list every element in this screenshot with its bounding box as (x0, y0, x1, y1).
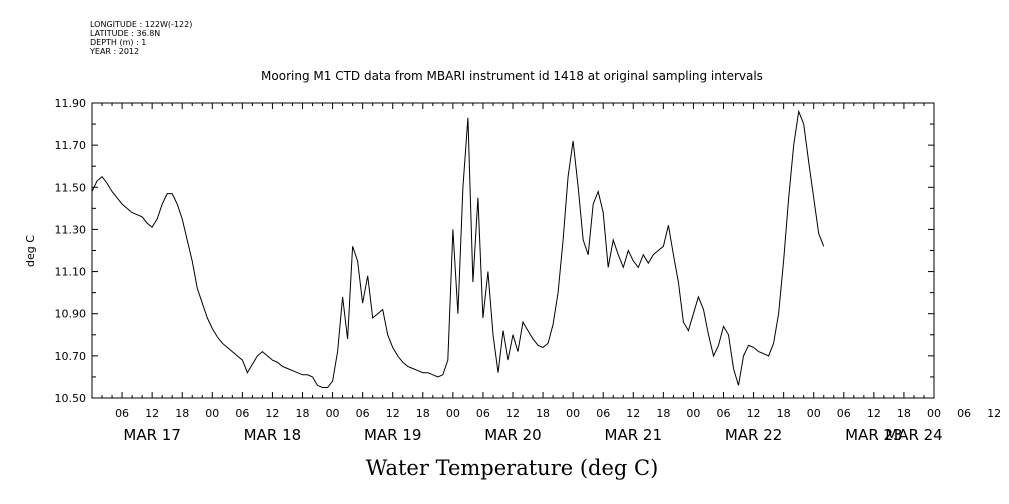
year-text: YEAR : 2012 (90, 47, 140, 56)
hour-tick-label: 00 (686, 407, 700, 420)
date-label: MAR 21 (605, 426, 662, 444)
date-label: MAR 17 (123, 426, 180, 444)
hour-tick-labels: 06 12 18 00 06 12 18 00 06 12 18 00 06 12 18 00 06 12 18 00… (115, 407, 1001, 420)
hour-tick-label: 00 (807, 407, 821, 420)
y-tick-label: 11.30 (55, 223, 87, 236)
hour-tick-label: 12 (867, 407, 881, 420)
y-tick-label: 10.90 (55, 308, 87, 321)
plot-frame (91, 102, 935, 399)
y-axis-title: deg C (24, 235, 37, 267)
hour-tick-label: 00 (205, 407, 219, 420)
hour-tick-label: 18 (296, 407, 310, 420)
y-axis-left (92, 102, 98, 399)
hour-tick-label: 06 (356, 407, 370, 420)
date-label: MAR 18 (244, 426, 301, 444)
hour-tick-label: 12 (386, 407, 400, 420)
hour-tick-label: 00 (927, 407, 941, 420)
hour-tick-label: 06 (115, 407, 129, 420)
hour-tick-label: 18 (777, 407, 791, 420)
metadata-block: LONGITUDE : 122W(-122) LATITUDE : 36.8N … (90, 20, 192, 56)
x-axis-bottom (91, 392, 935, 398)
date-label: MAR 23 (845, 426, 902, 444)
x-axis-title: Water Temperature (deg C) (366, 456, 659, 480)
hour-tick-label: 12 (626, 407, 640, 420)
hour-tick-label: 18 (175, 407, 189, 420)
y-tick-label: 10.70 (55, 350, 87, 363)
x-axis-top (91, 103, 935, 109)
hour-tick-label: 06 (596, 407, 610, 420)
date-label: MAR 22 (725, 426, 782, 444)
hour-tick-label: 06 (476, 407, 490, 420)
y-axis-right (928, 102, 934, 399)
hour-tick-label: 12 (987, 407, 1001, 420)
series-line-water-temperature (91, 109, 825, 388)
chart-title: Mooring M1 CTD data from MBARI instrumen… (261, 69, 763, 83)
date-label: MAR 20 (484, 426, 541, 444)
date-label: MAR 19 (364, 426, 421, 444)
y-tick-label: 11.50 (55, 181, 87, 194)
y-tick-label: 10.50 (55, 392, 87, 405)
hour-tick-label: 00 (566, 407, 580, 420)
hour-tick-label: 06 (837, 407, 851, 420)
depth-text: DEPTH (m) : 1 (90, 38, 147, 47)
y-tick-label: 11.10 (55, 266, 87, 279)
latitude-text: LATITUDE : 36.8N (90, 29, 161, 38)
y-tick-label: 11.90 (55, 97, 87, 110)
date-labels: MAR 17 MAR 18 MAR 19 MAR 20 MAR 21 MAR 22 MAR … (123, 426, 942, 444)
hour-tick-label: 12 (506, 407, 520, 420)
hour-tick-label: 12 (145, 407, 159, 420)
hour-tick-label: 18 (536, 407, 550, 420)
y-tick-labels: 10.50 10.70 10.90 11.10 11.30 11.50 11.70 11.90 (55, 97, 87, 405)
hour-tick-label: 06 (957, 407, 971, 420)
hour-tick-label: 18 (416, 407, 430, 420)
date-label: MAR 24 (885, 426, 942, 444)
hour-tick-label: 06 (235, 407, 249, 420)
hour-tick-label: 18 (656, 407, 670, 420)
hour-tick-label: 06 (717, 407, 731, 420)
hour-tick-label: 00 (446, 407, 460, 420)
longitude-text: LONGITUDE : 122W(-122) (90, 20, 193, 29)
hour-tick-label: 12 (265, 407, 279, 420)
y-tick-label: 11.70 (55, 139, 87, 152)
hour-tick-label: 12 (747, 407, 761, 420)
hour-tick-label: 00 (326, 407, 340, 420)
hour-tick-label: 18 (897, 407, 911, 420)
